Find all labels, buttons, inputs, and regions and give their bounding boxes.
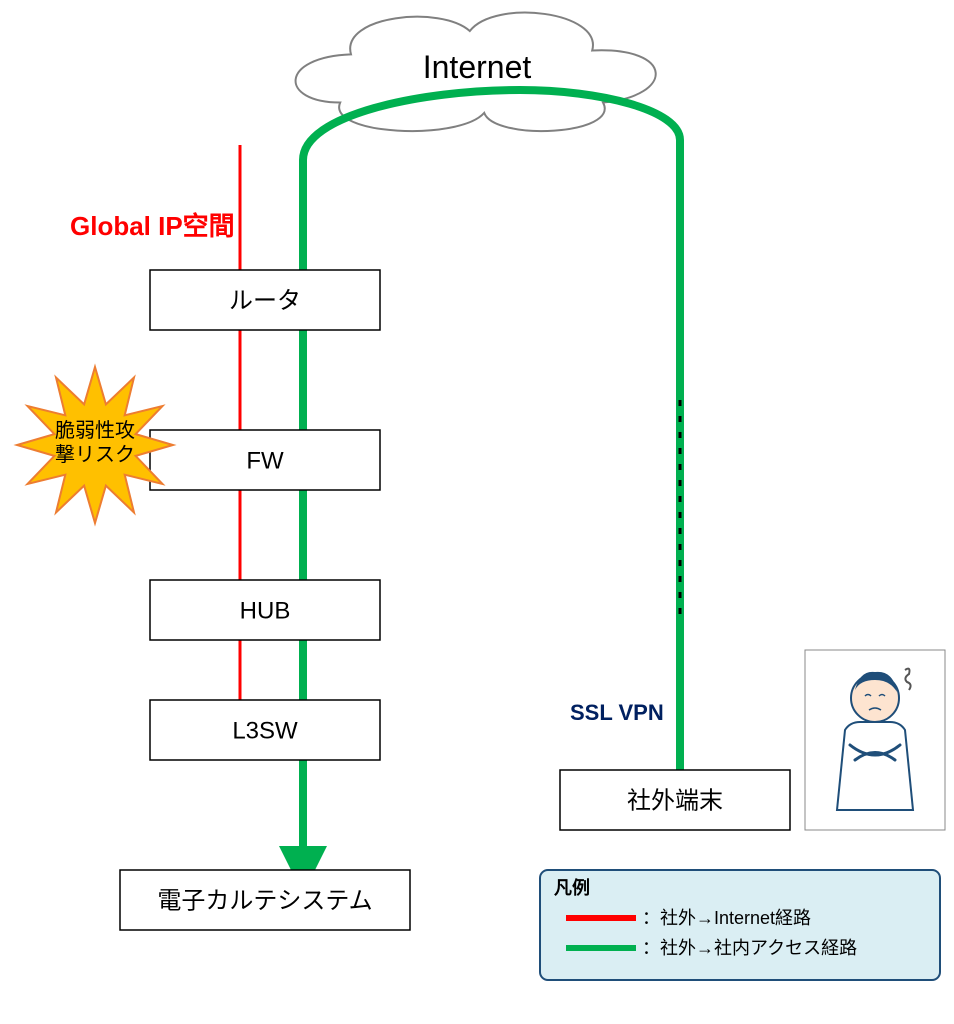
- legend-title: 凡例: [554, 877, 590, 898]
- box-label-l3sw: L3SW: [232, 717, 298, 744]
- box-label-fw: FW: [246, 447, 284, 474]
- vulnerability-burst: 脆弱性攻撃リスク: [17, 367, 173, 523]
- network-box-emr: 電子カルテシステム: [120, 870, 410, 930]
- legend-item-text: ：社外→社内アクセス経路: [642, 938, 857, 958]
- box-label-ext-terminal: 社外端末: [627, 787, 723, 814]
- box-label-emr: 電子カルテシステム: [157, 887, 372, 914]
- network-box-l3sw: L3SW: [150, 700, 380, 760]
- box-label-hub: HUB: [240, 597, 291, 624]
- legend-item-text: ：社外→Internet経路: [642, 908, 811, 928]
- internet-label: Internet: [423, 49, 532, 85]
- burst-text-1: 脆弱性攻: [55, 419, 135, 442]
- label-global-ip: Global IP空間: [70, 211, 235, 241]
- box-label-router: ルータ: [229, 287, 301, 314]
- network-box-ext-terminal: 社外端末: [560, 770, 790, 830]
- network-box-fw: FW: [150, 430, 380, 490]
- label-ssl-vpn: SSL VPN: [570, 700, 664, 725]
- legend-box: 凡例 ：社外→Internet経路 ：社外→社内アクセス経路: [540, 870, 940, 980]
- burst-text-2: 撃リスク: [55, 443, 135, 466]
- network-box-hub: HUB: [150, 580, 380, 640]
- worried-person-icon: [805, 650, 945, 830]
- network-box-router: ルータ: [150, 270, 380, 330]
